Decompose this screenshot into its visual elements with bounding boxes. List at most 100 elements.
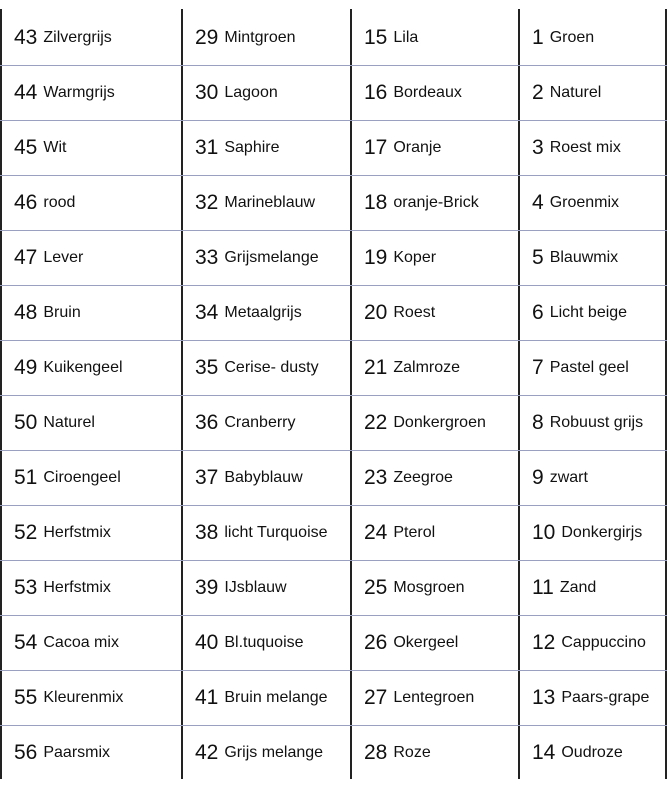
item-number: 36: [195, 410, 219, 434]
table-cell: 1 Groen: [532, 10, 665, 65]
item-number: 35: [195, 355, 219, 379]
color-name: Zeegroe: [393, 468, 453, 486]
column-border: [181, 9, 183, 779]
table-cell: 20 Roest: [364, 285, 516, 340]
item-number: 38: [195, 520, 219, 544]
item-number: 55: [14, 685, 38, 709]
item-number: 52: [14, 520, 38, 544]
table-cell: 5 Blauwmix: [532, 230, 665, 285]
table-cell: 51 Ciroengeel: [14, 450, 179, 505]
item-number: 7: [532, 355, 544, 379]
table-cell: 26 Okergeel: [364, 615, 516, 670]
item-number: 34: [195, 300, 219, 324]
table-cell: 28 Roze: [364, 725, 516, 780]
color-name: Donkergroen: [393, 413, 486, 431]
table-cell: 52 Herfstmix: [14, 505, 179, 560]
table-cell: 34 Metaalgrijs: [195, 285, 348, 340]
color-name: Pastel geel: [549, 358, 629, 376]
color-name: Herfstmix: [43, 578, 111, 596]
table-cell: 25 Mosgroen: [364, 560, 516, 615]
item-number: 21: [364, 355, 388, 379]
table-cell: 54 Cacoa mix: [14, 615, 179, 670]
item-number: 3: [532, 135, 544, 159]
table-cell: 18 oranje-Brick: [364, 175, 516, 230]
color-name: Zand: [559, 578, 597, 596]
table-cell: 56 Paarsmix: [14, 725, 179, 780]
table-cell: 41 Bruin melange: [195, 670, 348, 725]
item-number: 4: [532, 190, 544, 214]
table-cell: 48 Bruin: [14, 285, 179, 340]
table-cell: 7 Pastel geel: [532, 340, 665, 395]
item-number: 18: [364, 190, 388, 214]
item-number: 56: [14, 740, 38, 764]
item-number: 13: [532, 685, 556, 709]
table-cell: 32 Marineblauw: [195, 175, 348, 230]
column-border: [518, 9, 520, 779]
color-name: Lagoon: [224, 83, 278, 101]
table-cell: 2 Naturel: [532, 65, 665, 120]
color-name: licht Turquoise: [224, 523, 328, 541]
item-number: 41: [195, 685, 219, 709]
table-cell: 27 Lentegroen: [364, 670, 516, 725]
item-number: 29: [195, 25, 219, 49]
item-number: 48: [14, 300, 38, 324]
color-name: Cacoa mix: [43, 633, 119, 651]
row-border: [0, 230, 667, 231]
item-number: 51: [14, 465, 38, 489]
color-name: Naturel: [549, 83, 602, 101]
table-cell: 35 Cerise- dusty: [195, 340, 348, 395]
item-number: 14: [532, 740, 556, 764]
row-border: [0, 285, 667, 286]
color-name: Cerise- dusty: [224, 358, 319, 376]
item-number: 42: [195, 740, 219, 764]
color-name: Groenmix: [549, 193, 620, 211]
table-cell: 12 Cappuccino: [532, 615, 665, 670]
item-number: 54: [14, 630, 38, 654]
table-cell: 44 Warmgrijs: [14, 65, 179, 120]
item-number: 8: [532, 410, 544, 434]
table-cell: 30 Lagoon: [195, 65, 348, 120]
table-cell: 33 Grijsmelange: [195, 230, 348, 285]
color-name: Bordeaux: [393, 83, 462, 101]
table-cell: 45 Wit: [14, 120, 179, 175]
table-cell: 16 Bordeaux: [364, 65, 516, 120]
item-number: 23: [364, 465, 388, 489]
table-cell: 53 Herfstmix: [14, 560, 179, 615]
color-name: Grijsmelange: [224, 248, 319, 266]
row-border: [0, 395, 667, 396]
row-border: [0, 65, 667, 66]
table-cell: 3 Roest mix: [532, 120, 665, 175]
table-cell: 43 Zilvergrijs: [14, 10, 179, 65]
color-name: Oranje: [393, 138, 442, 156]
item-number: 26: [364, 630, 388, 654]
color-name: Blauwmix: [549, 248, 619, 266]
table-cell: 46 rood: [14, 175, 179, 230]
table-cell: 38 licht Turquoise: [195, 505, 348, 560]
table-cell: 50 Naturel: [14, 395, 179, 450]
row-border: [0, 725, 667, 726]
item-number: 31: [195, 135, 219, 159]
color-name: Grijs melange: [224, 743, 324, 761]
color-name: Pterol: [393, 523, 436, 541]
color-name: Lentegroen: [393, 688, 475, 706]
row-border: [0, 560, 667, 561]
color-name: rood: [43, 193, 76, 211]
item-number: 2: [532, 80, 544, 104]
column-border: [0, 9, 2, 779]
item-number: 5: [532, 245, 544, 269]
item-number: 43: [14, 25, 38, 49]
row-border: [0, 120, 667, 121]
item-number: 1: [532, 25, 544, 49]
table-cell: 24 Pterol: [364, 505, 516, 560]
table-cell: 13 Paars-grape: [532, 670, 665, 725]
color-name: IJsblauw: [224, 578, 287, 596]
column-border: [350, 9, 352, 779]
color-name: Kuikengeel: [43, 358, 123, 376]
color-name: Robuust grijs: [549, 413, 644, 431]
item-number: 45: [14, 135, 38, 159]
color-name: Zalmroze: [393, 358, 461, 376]
item-number: 44: [14, 80, 38, 104]
color-name: Zilvergrijs: [43, 28, 112, 46]
table-cell: 31 Saphire: [195, 120, 348, 175]
item-number: 53: [14, 575, 38, 599]
